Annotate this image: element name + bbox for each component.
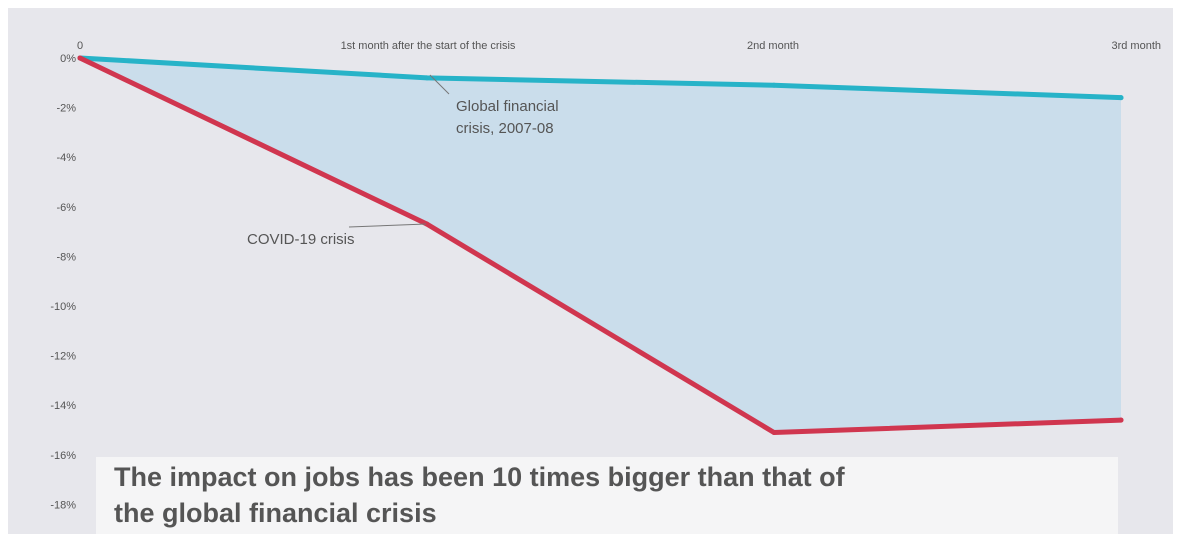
y-tick-label: -10% — [50, 301, 76, 313]
x-tick-label: 0 — [77, 40, 83, 52]
annotation-leader — [429, 74, 450, 95]
annotation-label: COVID-19 crisis — [247, 231, 355, 248]
data-point — [1118, 95, 1124, 101]
data-point — [424, 75, 430, 81]
y-tick-label: -16% — [50, 450, 76, 462]
y-tick-label: -14% — [50, 400, 76, 412]
data-point — [771, 429, 777, 435]
data-point — [424, 221, 430, 227]
chart-title: The impact on jobs has been 10 times big… — [114, 462, 845, 528]
data-point — [77, 55, 83, 61]
y-tick-label: -18% — [50, 499, 76, 511]
x-tick-label: 2nd month — [747, 40, 799, 52]
x-tick-label: 3rd month — [1111, 40, 1161, 52]
data-point — [1118, 417, 1124, 423]
y-tick-label: 0% — [60, 53, 76, 65]
series-line-1 — [77, 55, 1124, 435]
x-tick-label: 1st month after the start of the crisis — [341, 40, 516, 52]
annotation-label: crisis, 2007-08 — [456, 120, 554, 137]
annotation-label: Global financial — [456, 98, 559, 115]
chart-area: 0% -2% -4% -6% -8% -10% -12% -14% -16% -18% 0 1st … — [8, 8, 1173, 534]
y-tick-label: -2% — [56, 103, 76, 115]
line-chart: 0% -2% -4% -6% -8% -10% -12% -14% -16% -18% 0 1st … — [50, 40, 1161, 511]
data-point — [771, 82, 777, 88]
y-tick-label: -6% — [56, 202, 76, 214]
y-tick-label: -4% — [56, 152, 76, 164]
chart-title-box: The impact on jobs has been 10 times big… — [96, 457, 1118, 534]
annotation-leader — [348, 223, 427, 228]
series-line-0 — [77, 55, 1124, 101]
y-tick-label: -8% — [56, 251, 76, 263]
y-tick-label: -12% — [50, 351, 76, 363]
area-between-series — [80, 58, 1121, 433]
